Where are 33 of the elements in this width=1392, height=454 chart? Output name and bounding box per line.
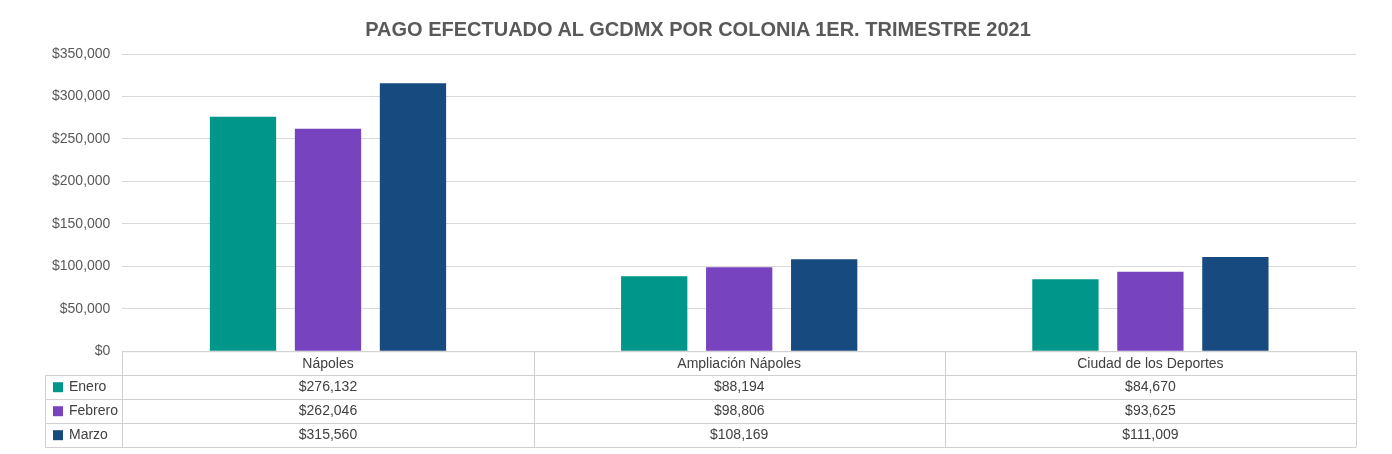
- y-tick-label: $150,000: [51, 214, 111, 231]
- bar: [1117, 271, 1184, 351]
- bar: [1032, 279, 1099, 351]
- bar: [621, 276, 688, 351]
- y-tick-label: $0: [94, 342, 111, 359]
- data-label: $93,625: [1125, 402, 1176, 419]
- y-tick-label: $300,000: [51, 87, 111, 104]
- bar: [706, 267, 773, 351]
- y-tick-label: $50,000: [59, 299, 111, 316]
- data-label: $276,132: [298, 378, 358, 395]
- y-tick-label: $200,000: [51, 172, 111, 189]
- y-tick-label: $100,000: [51, 257, 111, 274]
- bar: [294, 128, 362, 351]
- legend-label: Febrero: [69, 402, 119, 419]
- data-label: $98,806: [713, 402, 765, 419]
- bar: [791, 259, 858, 351]
- data-label: $84,670: [1125, 378, 1176, 395]
- x-tick-label: Nápoles: [302, 355, 354, 372]
- data-label: $315,560: [298, 426, 358, 443]
- y-tick-label: $250,000: [51, 129, 111, 146]
- data-label: $108,169: [709, 426, 769, 443]
- bar: [379, 83, 447, 351]
- bar: [209, 116, 277, 351]
- data-label: $111,009: [1122, 426, 1179, 443]
- data-label: $88,194: [713, 378, 765, 395]
- legend-label: Marzo: [69, 426, 109, 443]
- data-label: $262,046: [298, 402, 358, 419]
- bar: [1202, 256, 1269, 351]
- x-tick-label: Ampliación Nápoles: [677, 355, 802, 372]
- x-tick-label: Ciudad de los Deportes: [1077, 355, 1224, 372]
- chart-title: PAGO EFECTUADO AL GCDMX POR COLONIA 1ER. TRIMESTRE 2021: [365, 17, 1031, 40]
- legend-label: Enero: [69, 378, 107, 395]
- y-tick-label: $350,000: [51, 44, 111, 61]
